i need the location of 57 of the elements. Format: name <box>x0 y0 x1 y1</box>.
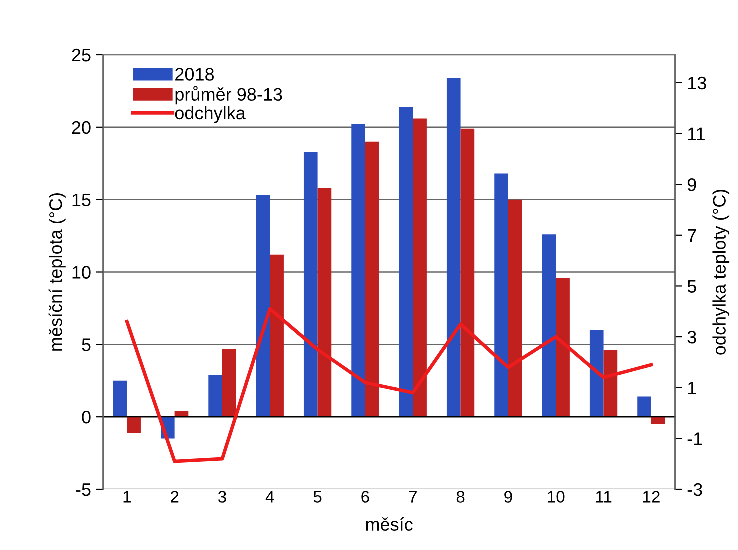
y2-tick-label: 11 <box>688 128 705 140</box>
y2-axis-title: odchylka teploty (°C) <box>712 190 730 355</box>
bar <box>413 118 427 418</box>
x-tick-label: 2 <box>171 491 179 503</box>
bar <box>256 195 270 418</box>
legend-label: odchylka <box>175 106 246 124</box>
bar <box>638 396 652 418</box>
x-axis-title: měsíc <box>366 518 413 532</box>
y2-tick-label: 7 <box>688 230 696 242</box>
y2-tick-label: 9 <box>688 178 696 192</box>
bar <box>508 200 522 418</box>
x-tick-label: 5 <box>314 491 322 503</box>
bar <box>208 375 222 418</box>
line-series <box>125 307 654 464</box>
bar <box>365 142 380 418</box>
bar <box>460 128 475 418</box>
bar <box>494 174 508 418</box>
bar <box>399 107 414 418</box>
x-tick-label: 11 <box>596 491 612 503</box>
x-tick-label: 12 <box>643 491 660 503</box>
bar <box>304 152 318 418</box>
y-tick-label: 25 <box>72 48 91 62</box>
x-tick-label: 8 <box>456 491 465 503</box>
legend-label: průměr 98-13 <box>176 86 282 105</box>
x-tick-label: 7 <box>409 491 417 503</box>
bar <box>352 124 366 418</box>
bar <box>542 234 556 418</box>
y2-tick-label: -1 <box>688 432 702 446</box>
bar <box>590 330 604 418</box>
bar <box>127 417 141 434</box>
bar <box>270 254 284 418</box>
y2-tick-label: 5 <box>688 280 696 293</box>
y2-tick-label: 13 <box>688 76 706 90</box>
y2-tick-label: 3 <box>688 330 696 344</box>
bar <box>318 188 332 418</box>
y-tick-label: 0 <box>82 411 91 424</box>
bar <box>556 278 570 418</box>
bar <box>222 349 236 418</box>
x-tick-label: 4 <box>266 491 274 503</box>
bar <box>604 350 618 418</box>
x-tick-label: 9 <box>504 491 512 503</box>
y-axis-title: měsíční teplota (°C) <box>48 193 66 351</box>
bar <box>113 380 128 418</box>
y-tick-label: 20 <box>72 121 91 134</box>
y-tick-label: 5 <box>82 338 91 352</box>
x-tick-label: 10 <box>548 491 565 503</box>
x-tick-label: 1 <box>124 491 131 503</box>
x-tick-label: 3 <box>218 491 226 503</box>
bar <box>446 78 461 418</box>
y2-tick-label: 1 <box>688 382 696 394</box>
y-tick-label: 10 <box>72 266 91 279</box>
y2-tick-label: -3 <box>688 483 702 496</box>
bar <box>651 417 666 424</box>
legend-label: 2018 <box>176 68 214 81</box>
y-tick-label: 15 <box>72 194 91 207</box>
y-tick-label: -5 <box>76 484 91 496</box>
x-tick-label: 6 <box>362 491 370 503</box>
